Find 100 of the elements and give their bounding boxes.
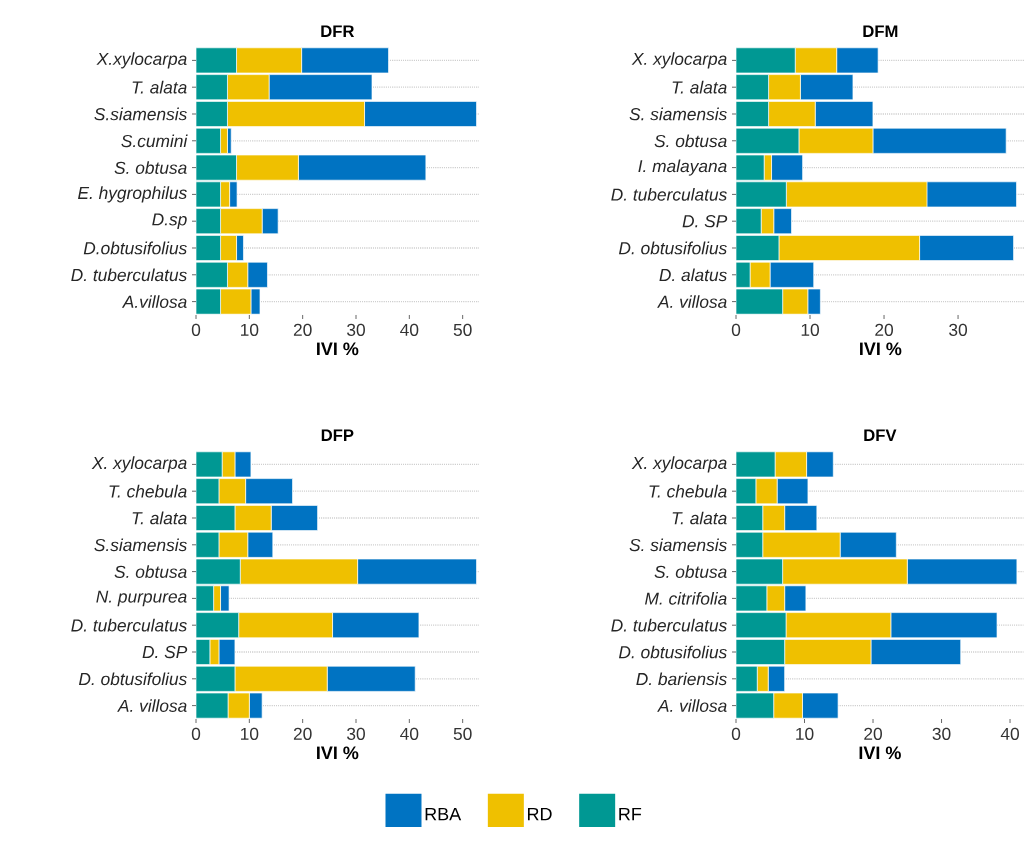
y-tick-label: D.sp (152, 213, 187, 229)
x-tick-label: 40 (400, 727, 419, 740)
bar (736, 74, 769, 101)
y-tick-label: D. tuberculatus (611, 618, 727, 632)
bar (236, 47, 302, 74)
bar (736, 235, 780, 261)
bar (220, 288, 252, 315)
bar (769, 261, 815, 288)
bar (736, 288, 783, 315)
bar (364, 101, 477, 127)
y-tick-label: D. SP (682, 215, 728, 228)
y-tick-label: T. alata (672, 511, 727, 525)
y-tick-label: D. obtusifolius (618, 645, 727, 659)
x-tick-label: 20 (864, 727, 882, 740)
y-tick-label: D. alatus (659, 268, 727, 282)
x-axis-title: IVI % (317, 342, 359, 356)
x-tick-label: 30 (949, 323, 968, 336)
bar (227, 74, 270, 101)
x-tick-label: 40 (400, 323, 419, 336)
y-tick-label: T. alata (132, 511, 187, 525)
bar (227, 101, 365, 127)
x-axis-title: IVI % (859, 746, 901, 760)
bar (236, 154, 299, 181)
y-tick-label: A. villosa (657, 295, 727, 308)
bar (196, 74, 228, 101)
y-tick-label: X. xylocarpa (91, 456, 187, 473)
x-tick-label: 50 (453, 727, 472, 740)
y-tick-label: T. chebula (109, 484, 187, 498)
legend-label: RBA (425, 807, 462, 821)
x-tick-label: 10 (241, 727, 259, 740)
y-tick-label: M. citrifolia (645, 592, 727, 605)
bar (800, 74, 854, 101)
bar (298, 154, 427, 181)
bar (301, 47, 389, 74)
bar (736, 101, 769, 127)
x-tick-label: 0 (731, 727, 741, 740)
x-tick-label: 0 (191, 727, 201, 740)
bar (196, 47, 237, 74)
y-tick-label: D. tuberculatus (611, 188, 727, 201)
y-tick-label: S. obtusa (654, 565, 727, 578)
y-tick-label: D. obtusifolius (78, 672, 187, 686)
y-tick-label: D. obtusifolius (618, 241, 727, 255)
y-tick-label: S. obtusa (114, 161, 187, 174)
bar (794, 47, 838, 74)
y-tick-label: X.xylocarpa (96, 52, 187, 69)
bar (771, 154, 803, 181)
bar (736, 208, 762, 235)
chart-title: DFP (321, 429, 354, 441)
legend-label: RD (527, 807, 552, 821)
y-tick-label: S. siamensis (629, 538, 727, 552)
x-tick-label: 10 (241, 323, 259, 336)
y-tick-label: A.villosa (121, 295, 187, 308)
y-tick-label: S.siamensis (94, 107, 187, 121)
x-tick-label: 20 (875, 323, 894, 336)
bar (919, 235, 1014, 261)
y-tick-label: A. villosa (117, 699, 187, 712)
y-tick-label: X. xylocarpa (631, 52, 727, 69)
y-tick-label: I. malayana (638, 159, 727, 176)
x-tick-label: 20 (293, 323, 312, 336)
bar (782, 288, 809, 315)
y-tick-label: S. obtusa (654, 134, 727, 148)
y-tick-label: S.siamensis (94, 538, 187, 552)
bar (768, 101, 816, 127)
y-tick-label: T. alata (672, 80, 727, 94)
x-tick-label: 30 (347, 323, 365, 336)
y-tick-label: D. SP (142, 645, 188, 659)
y-tick-label: X. xylocarpa (631, 456, 727, 473)
bar (196, 261, 228, 288)
y-tick-label: S. obtusa (114, 565, 187, 578)
x-tick-label: 30 (347, 727, 365, 740)
y-tick-label: S.cumini (121, 134, 188, 148)
y-tick-label: D. tuberculatus (71, 268, 187, 282)
y-tick-label: E. hygrophilus (78, 186, 187, 203)
y-tick-label: T. alata (132, 80, 187, 94)
x-tick-label: 10 (796, 727, 814, 740)
x-axis-title: IVI % (860, 342, 902, 356)
bar (196, 101, 228, 127)
bar (773, 208, 792, 235)
x-tick-label: 50 (453, 323, 472, 336)
bar (247, 261, 268, 288)
x-tick-label: 0 (731, 323, 741, 336)
bar (196, 154, 237, 181)
chart-title: DFM (863, 25, 898, 37)
bar (926, 181, 1017, 208)
bar (872, 127, 1007, 154)
bar (736, 181, 787, 208)
x-tick-label: 10 (801, 323, 819, 336)
chart-title: DFR (321, 25, 355, 37)
bar (220, 208, 263, 235)
bar (778, 235, 920, 261)
y-tick-label: D. tuberculatus (71, 618, 187, 632)
bar (798, 127, 874, 154)
bar (268, 74, 373, 101)
y-tick-label: D.obtusifolius (83, 241, 187, 255)
y-tick-label: S. siamensis (629, 107, 727, 121)
legend-label: RF (619, 807, 642, 821)
y-tick-label: T. chebula (649, 484, 727, 498)
chart-title: DFV (864, 429, 897, 441)
x-tick-label: 40 (1000, 727, 1020, 740)
bar (814, 101, 874, 127)
